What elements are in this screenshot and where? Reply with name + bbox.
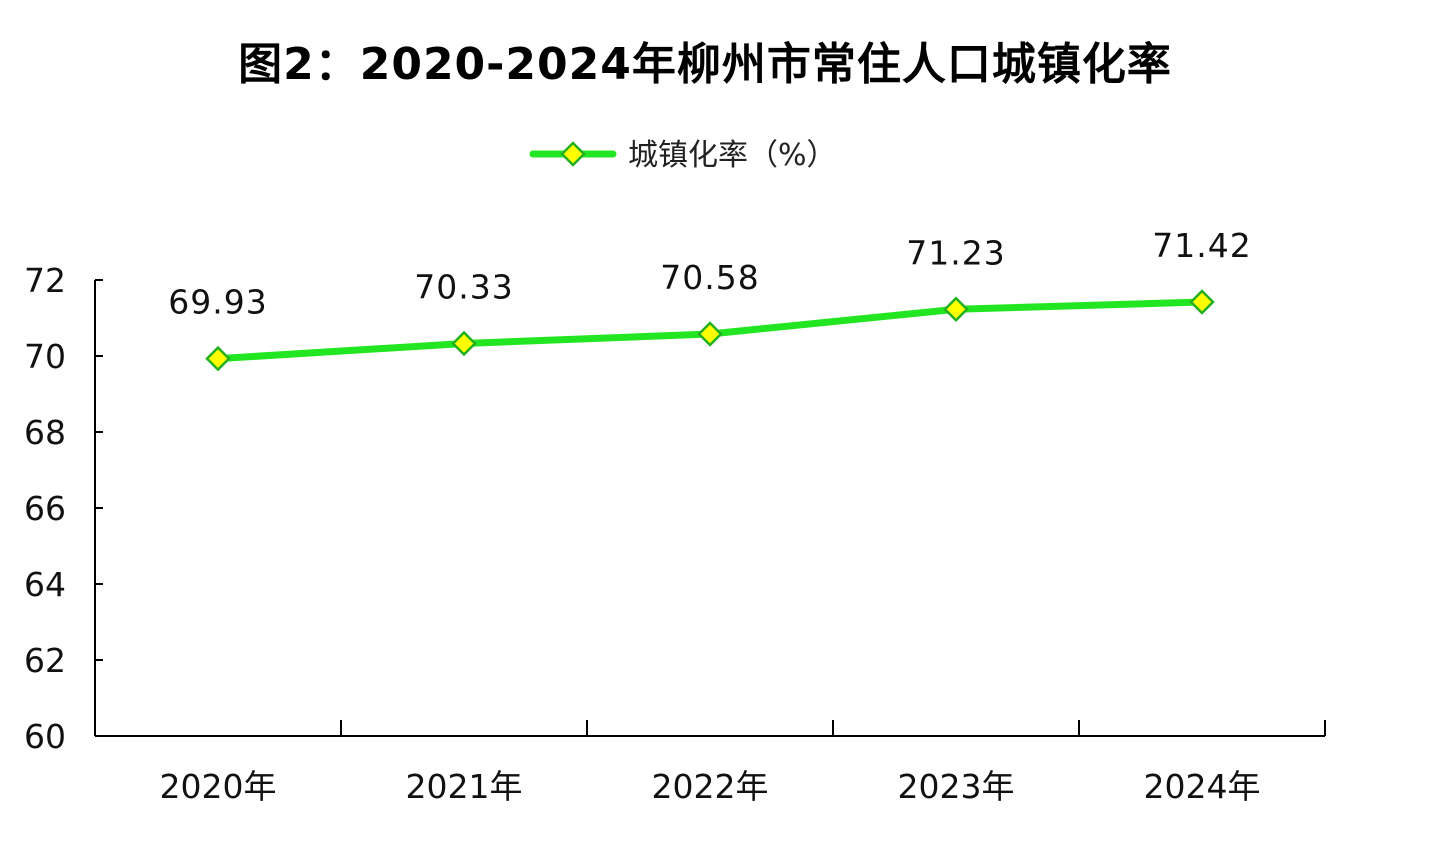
y-tick-label: 62	[24, 641, 66, 680]
y-tick-label: 70	[24, 337, 66, 376]
y-tick-label: 72	[24, 261, 66, 300]
x-tick-label: 2023年	[898, 767, 1015, 806]
data-label: 69.93	[168, 283, 267, 322]
y-tick-label: 64	[24, 565, 66, 604]
x-tick-label: 2021年	[406, 767, 523, 806]
x-tick-label: 2024年	[1144, 767, 1261, 806]
legend: 城镇化率（%）	[529, 138, 837, 173]
data-point-marker	[943, 296, 969, 323]
data-labels: 69.93 70.33 70.58 71.23 71.42	[168, 226, 1251, 322]
y-tick-label: 68	[24, 413, 66, 452]
legend-marker-swatch	[560, 141, 586, 167]
data-label: 71.23	[906, 233, 1005, 272]
y-tick-label: 60	[24, 717, 66, 756]
data-label: 70.33	[414, 267, 513, 306]
data-point-marker	[205, 345, 231, 372]
chart-title: 图2：2020-2024年柳州市常住人口城镇化率	[238, 39, 1172, 90]
data-point-marker	[1189, 289, 1215, 315]
data-label: 71.42	[1152, 226, 1251, 265]
series-group	[205, 289, 1215, 372]
y-tick-label: 66	[24, 489, 66, 528]
data-label: 70.58	[660, 258, 759, 297]
legend-label: 城镇化率（%）	[628, 138, 837, 173]
data-point-marker	[697, 321, 723, 347]
x-tick-label: 2022年	[652, 767, 769, 806]
x-tick-label: 2020年	[160, 767, 277, 806]
axes: 60 62 64 66 68 70 72 2020年 2021年 2022年 2023年 2024年	[24, 261, 1326, 806]
data-point-marker	[451, 330, 477, 357]
